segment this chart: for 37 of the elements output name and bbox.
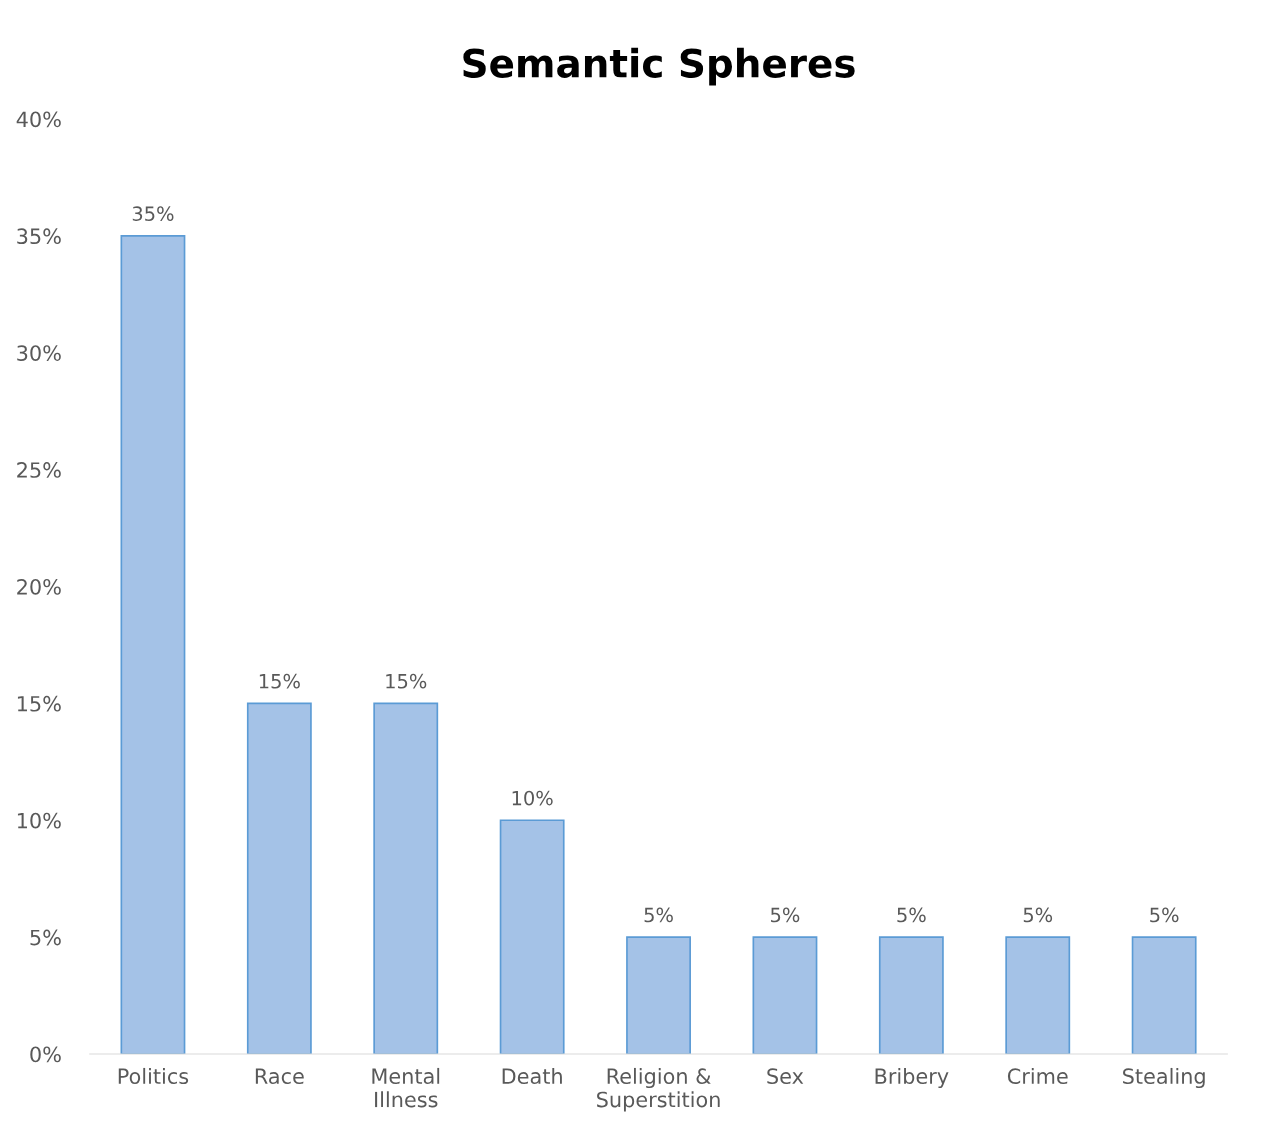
x-tick-label: Bribery xyxy=(875,1067,949,1089)
x-tick-label: Religion & Superstition xyxy=(597,1067,720,1112)
y-tick-label: 10% xyxy=(17,812,61,829)
x-tick-label: Death xyxy=(502,1067,562,1085)
bar xyxy=(626,936,691,1055)
bar xyxy=(1131,936,1197,1055)
bar xyxy=(1005,936,1071,1055)
data-label: 10% xyxy=(512,790,553,806)
bar xyxy=(878,936,944,1055)
y-tick-label: 25% xyxy=(17,462,61,478)
bar xyxy=(120,235,186,1055)
data-label: 35% xyxy=(132,206,174,222)
bar xyxy=(752,936,818,1055)
y-tick-label: 0% xyxy=(30,1046,61,1063)
y-tick-label: 20% xyxy=(17,578,61,595)
y-tick-label: 30% xyxy=(17,345,61,361)
bar xyxy=(373,702,439,1055)
y-tick-label: 40% xyxy=(16,111,61,128)
data-label: 5% xyxy=(897,907,926,923)
x-tick-label: Race xyxy=(255,1068,304,1085)
x-tick-label: Sex xyxy=(767,1068,804,1085)
x-tick-label: Mental Illness xyxy=(372,1067,440,1108)
bar xyxy=(499,819,565,1055)
x-tick-label: Stealing xyxy=(1123,1067,1205,1089)
x-tick-label: Crime xyxy=(1007,1067,1068,1085)
data-label: 15% xyxy=(386,673,427,689)
bar xyxy=(246,702,312,1055)
y-tick-label: 35% xyxy=(17,228,61,245)
y-tick-label: 15% xyxy=(17,695,61,712)
data-label: 5% xyxy=(644,907,673,923)
data-label: 5% xyxy=(1023,907,1053,923)
chart-title: Semantic Spheres xyxy=(463,47,855,86)
y-tick-label: 5% xyxy=(30,929,61,946)
data-label: 15% xyxy=(259,673,300,689)
x-tick-label: Politics xyxy=(118,1067,189,1085)
data-label: 5% xyxy=(1150,907,1179,923)
data-label: 5% xyxy=(771,907,800,923)
